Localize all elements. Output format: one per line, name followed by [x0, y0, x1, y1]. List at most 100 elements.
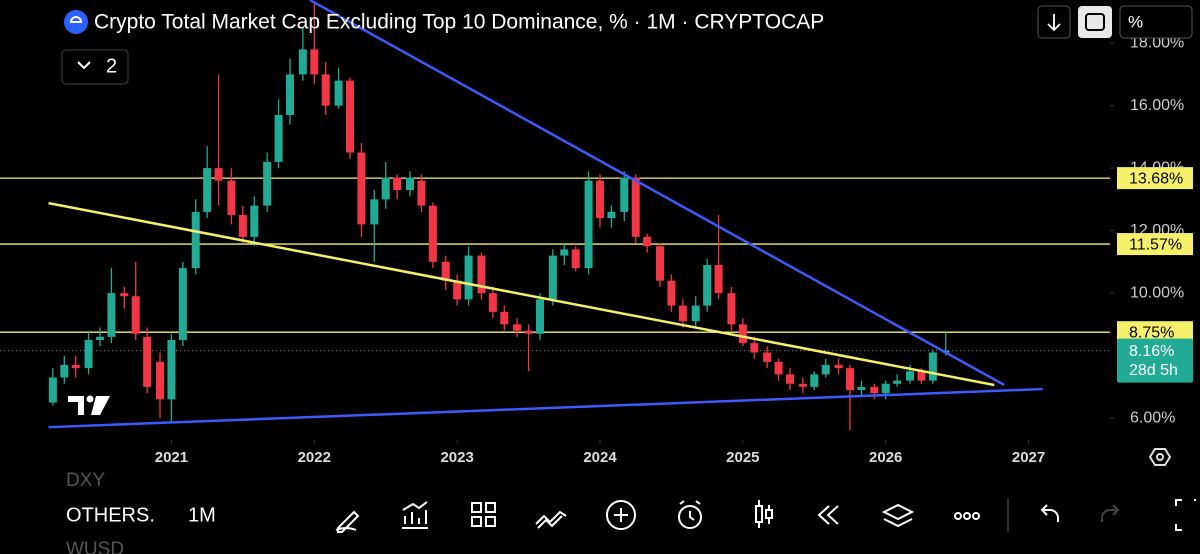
- x-tick-label: 2024: [583, 449, 617, 466]
- candle-body: [656, 246, 664, 281]
- candle-body: [167, 340, 176, 400]
- more-icon: [963, 512, 971, 520]
- candle-body: [738, 324, 747, 344]
- add-icon-cross: [614, 508, 628, 522]
- alert-icon[interactable]: [678, 505, 702, 529]
- candle-body: [596, 180, 604, 219]
- fullscreen-icon: [1085, 13, 1105, 31]
- compare-icon[interactable]: [535, 510, 567, 529]
- candle-body: [381, 177, 390, 200]
- draw-icon[interactable]: [335, 510, 360, 533]
- level-label-box: [1117, 233, 1193, 256]
- logo-glyph: [70, 16, 82, 23]
- interval[interactable]: 1M: [188, 504, 216, 526]
- indicator-count: 2: [106, 55, 117, 77]
- tv-logo: [68, 395, 110, 415]
- candle-body: [120, 293, 129, 297]
- tv-logo-part: [91, 396, 110, 415]
- trendline: [48, 387, 1043, 429]
- candle-body: [560, 249, 569, 256]
- candle-body: [703, 265, 712, 306]
- settings-icon: [1156, 453, 1164, 461]
- indicators-icon[interactable]: [402, 501, 428, 529]
- symbol-next[interactable]: WUSD: [66, 539, 124, 554]
- candle-body: [548, 255, 557, 300]
- candle-body: [238, 215, 247, 237]
- y-tick-label: 10.00%: [1130, 284, 1184, 301]
- symbol-prev[interactable]: DXY: [66, 470, 105, 491]
- trendline: [309, 0, 1005, 387]
- candle-body: [417, 180, 426, 206]
- candle-body: [917, 371, 926, 381]
- candle-body: [406, 177, 414, 190]
- candle-body: [678, 305, 687, 322]
- redo-icon[interactable]: [1101, 504, 1120, 522]
- candle-body: [834, 365, 843, 369]
- candle-body: [428, 205, 437, 262]
- x-tick-label: 2021: [155, 449, 188, 466]
- level-label-box: [1117, 321, 1193, 344]
- x-tick-label: 2022: [298, 449, 331, 466]
- candle-body: [298, 49, 307, 75]
- chevron-icon: [77, 61, 91, 70]
- x-tick-label: 2023: [440, 449, 473, 466]
- candle-body: [881, 383, 890, 394]
- last-price-label: 8.16%: [1129, 343, 1174, 360]
- candle-body: [96, 336, 104, 340]
- bottom-toolbar: DXY OTHERS. WUSD 1M: [66, 470, 1196, 554]
- candle-body: [191, 211, 200, 269]
- candle-body: [524, 330, 533, 334]
- tv-logo-part: [86, 395, 94, 403]
- candle-body: [667, 280, 676, 306]
- fullscreen-button[interactable]: [1078, 6, 1112, 38]
- candle-body: [810, 374, 819, 387]
- fullscreen-toolbar-icon[interactable]: [1175, 499, 1196, 531]
- candle-body: [357, 152, 366, 225]
- replay-icon[interactable]: [817, 505, 839, 525]
- indicator-toggle[interactable]: [61, 49, 129, 85]
- more-icon: [972, 512, 980, 520]
- scale-button-label: %: [1128, 12, 1143, 31]
- candle-body: [928, 352, 937, 381]
- candle-body: [691, 305, 700, 322]
- more-icon[interactable]: [954, 512, 962, 520]
- scale-button[interactable]: [1119, 5, 1193, 39]
- chart-type-icon[interactable]: [755, 500, 773, 528]
- candle-body: [464, 255, 473, 300]
- candle-body: [334, 80, 343, 106]
- add-icon[interactable]: [606, 500, 636, 530]
- candle-body: [453, 280, 462, 300]
- candle-body: [821, 365, 830, 375]
- candle-body: [48, 377, 57, 403]
- candle-body: [870, 386, 879, 394]
- candle-body: [263, 161, 272, 206]
- layout-icon[interactable]: [471, 502, 496, 527]
- candle-body: [846, 368, 854, 390]
- candle-body: [156, 361, 164, 400]
- candle-body: [346, 80, 354, 153]
- undo-icon[interactable]: [1040, 504, 1059, 522]
- settings-button[interactable]: [1148, 448, 1172, 466]
- candle-body: [750, 343, 759, 353]
- candle-body: [84, 340, 93, 369]
- layers-icon[interactable]: [881, 503, 915, 528]
- candle-body: [536, 299, 544, 334]
- chart-title: Crypto Total Market Cap Excluding Top 10…: [94, 11, 824, 34]
- header: Crypto Total Market Cap Excluding Top 10…: [61, 5, 1193, 85]
- candle-body: [857, 386, 866, 390]
- last-price-box: [1117, 338, 1193, 383]
- symbol-current[interactable]: OTHERS.: [66, 504, 155, 526]
- trendline: [48, 201, 995, 387]
- candle-body: [310, 49, 319, 75]
- candle-body: [71, 365, 80, 369]
- candle-body: [500, 311, 509, 325]
- candle-body: [798, 383, 807, 387]
- candle-body: [477, 255, 486, 294]
- candle-body: [214, 168, 223, 181]
- candle-body: [607, 211, 616, 219]
- candle-body: [786, 374, 794, 384]
- candle-body: [286, 74, 294, 115]
- candle-body: [250, 205, 259, 237]
